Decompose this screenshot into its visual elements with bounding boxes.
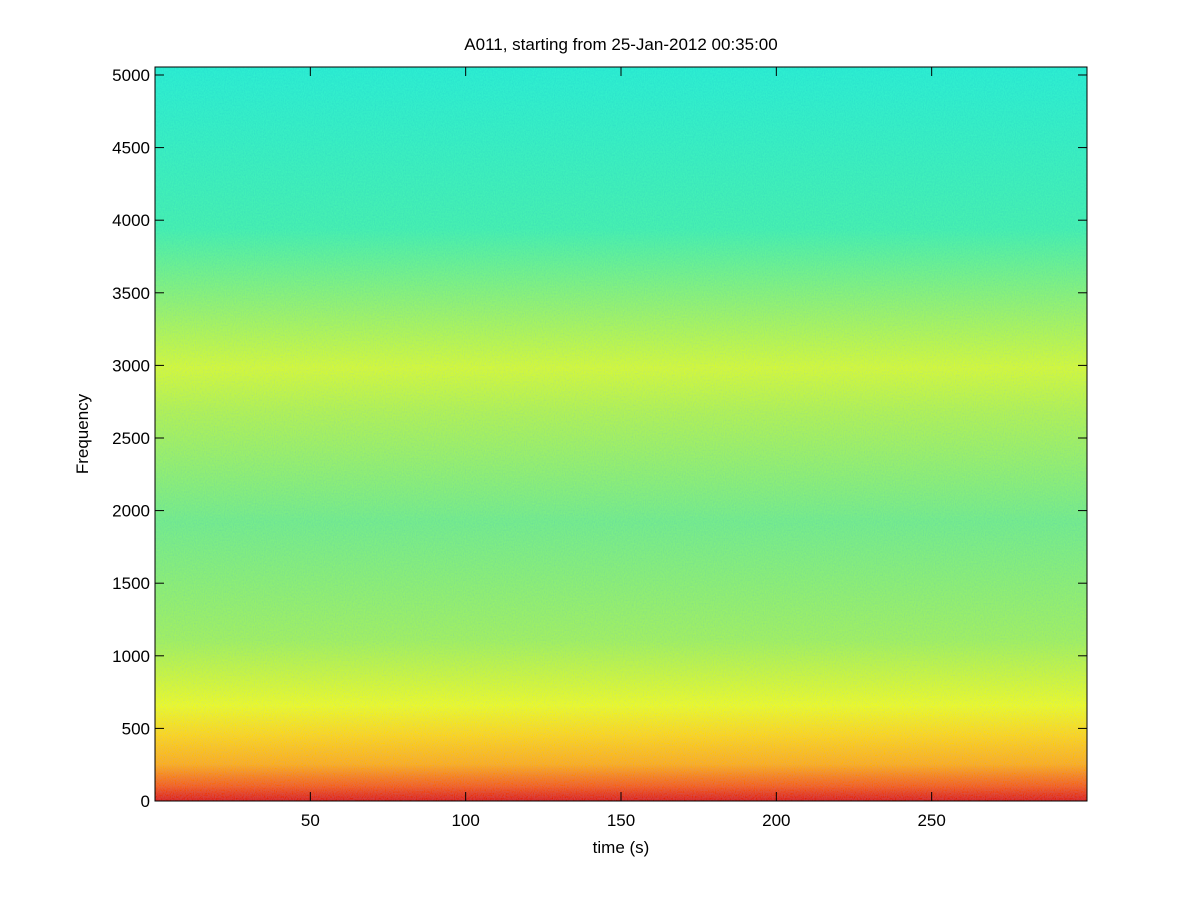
y-tick-label: 2500 <box>112 429 150 448</box>
chart-title: A011, starting from 25-Jan-2012 00:35:00 <box>464 35 777 54</box>
y-tick-label: 0 <box>141 792 150 811</box>
x-tick-label: 250 <box>917 811 945 830</box>
spectrogram-texture <box>155 67 1087 801</box>
x-tick-label: 100 <box>451 811 479 830</box>
y-axis-label: Frequency <box>73 393 92 474</box>
y-tick-label: 3000 <box>112 356 150 375</box>
y-tick-label: 2000 <box>112 502 150 521</box>
x-axis-label: time (s) <box>593 838 650 857</box>
y-tick-label: 1000 <box>112 647 150 666</box>
spectrogram <box>154 66 1088 802</box>
y-tick-label: 5000 <box>112 66 150 85</box>
x-tick-label: 200 <box>762 811 790 830</box>
y-tick-label: 500 <box>122 719 150 738</box>
y-tick-label: 4500 <box>112 139 150 158</box>
y-tick-label: 4000 <box>112 211 150 230</box>
x-tick-label: 50 <box>301 811 320 830</box>
y-tick-label: 1500 <box>112 574 150 593</box>
x-tick-label: 150 <box>607 811 635 830</box>
y-tick-label: 3500 <box>112 284 150 303</box>
